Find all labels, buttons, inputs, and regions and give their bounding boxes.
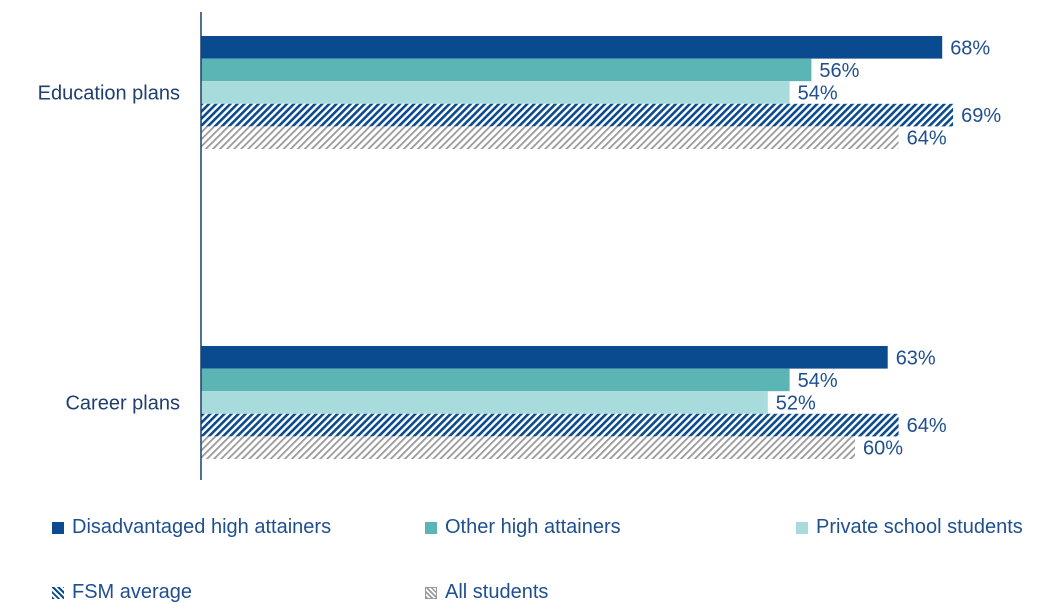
bar-fsm-average-education-plans [201, 103, 954, 127]
category-label: Education plans [38, 83, 180, 105]
value-label: 54% [798, 83, 838, 105]
bar-other-high-attainers-education-plans [201, 58, 812, 82]
category-label: Career plans [65, 393, 180, 415]
bars-layer [201, 36, 954, 459]
bar-all-students-education-plans [201, 126, 899, 149]
bar-private-school-students-career-plans [201, 391, 768, 414]
bar-other-high-attainers-career-plans [201, 368, 790, 392]
bar-disadvantaged-high-attainers-education-plans [201, 36, 943, 59]
value-label: 68% [950, 37, 990, 59]
value-labels-layer: 68%56%54%69%64%63%54%52%64%60% [776, 37, 1002, 459]
value-label: 52% [776, 393, 816, 415]
bar-private-school-students-education-plans [201, 81, 790, 104]
value-label: 64% [907, 415, 947, 437]
value-label: 63% [896, 347, 936, 369]
bar-all-students-career-plans [201, 436, 855, 459]
bar-fsm-average-career-plans [201, 413, 899, 437]
value-label: 60% [863, 438, 903, 460]
value-label: 54% [798, 370, 838, 392]
value-label: 64% [907, 128, 947, 150]
value-label: 69% [961, 105, 1001, 127]
bar-disadvantaged-high-attainers-career-plans [201, 346, 888, 369]
category-labels-layer: Education plans Career plans [38, 83, 180, 415]
value-label: 56% [819, 60, 859, 82]
